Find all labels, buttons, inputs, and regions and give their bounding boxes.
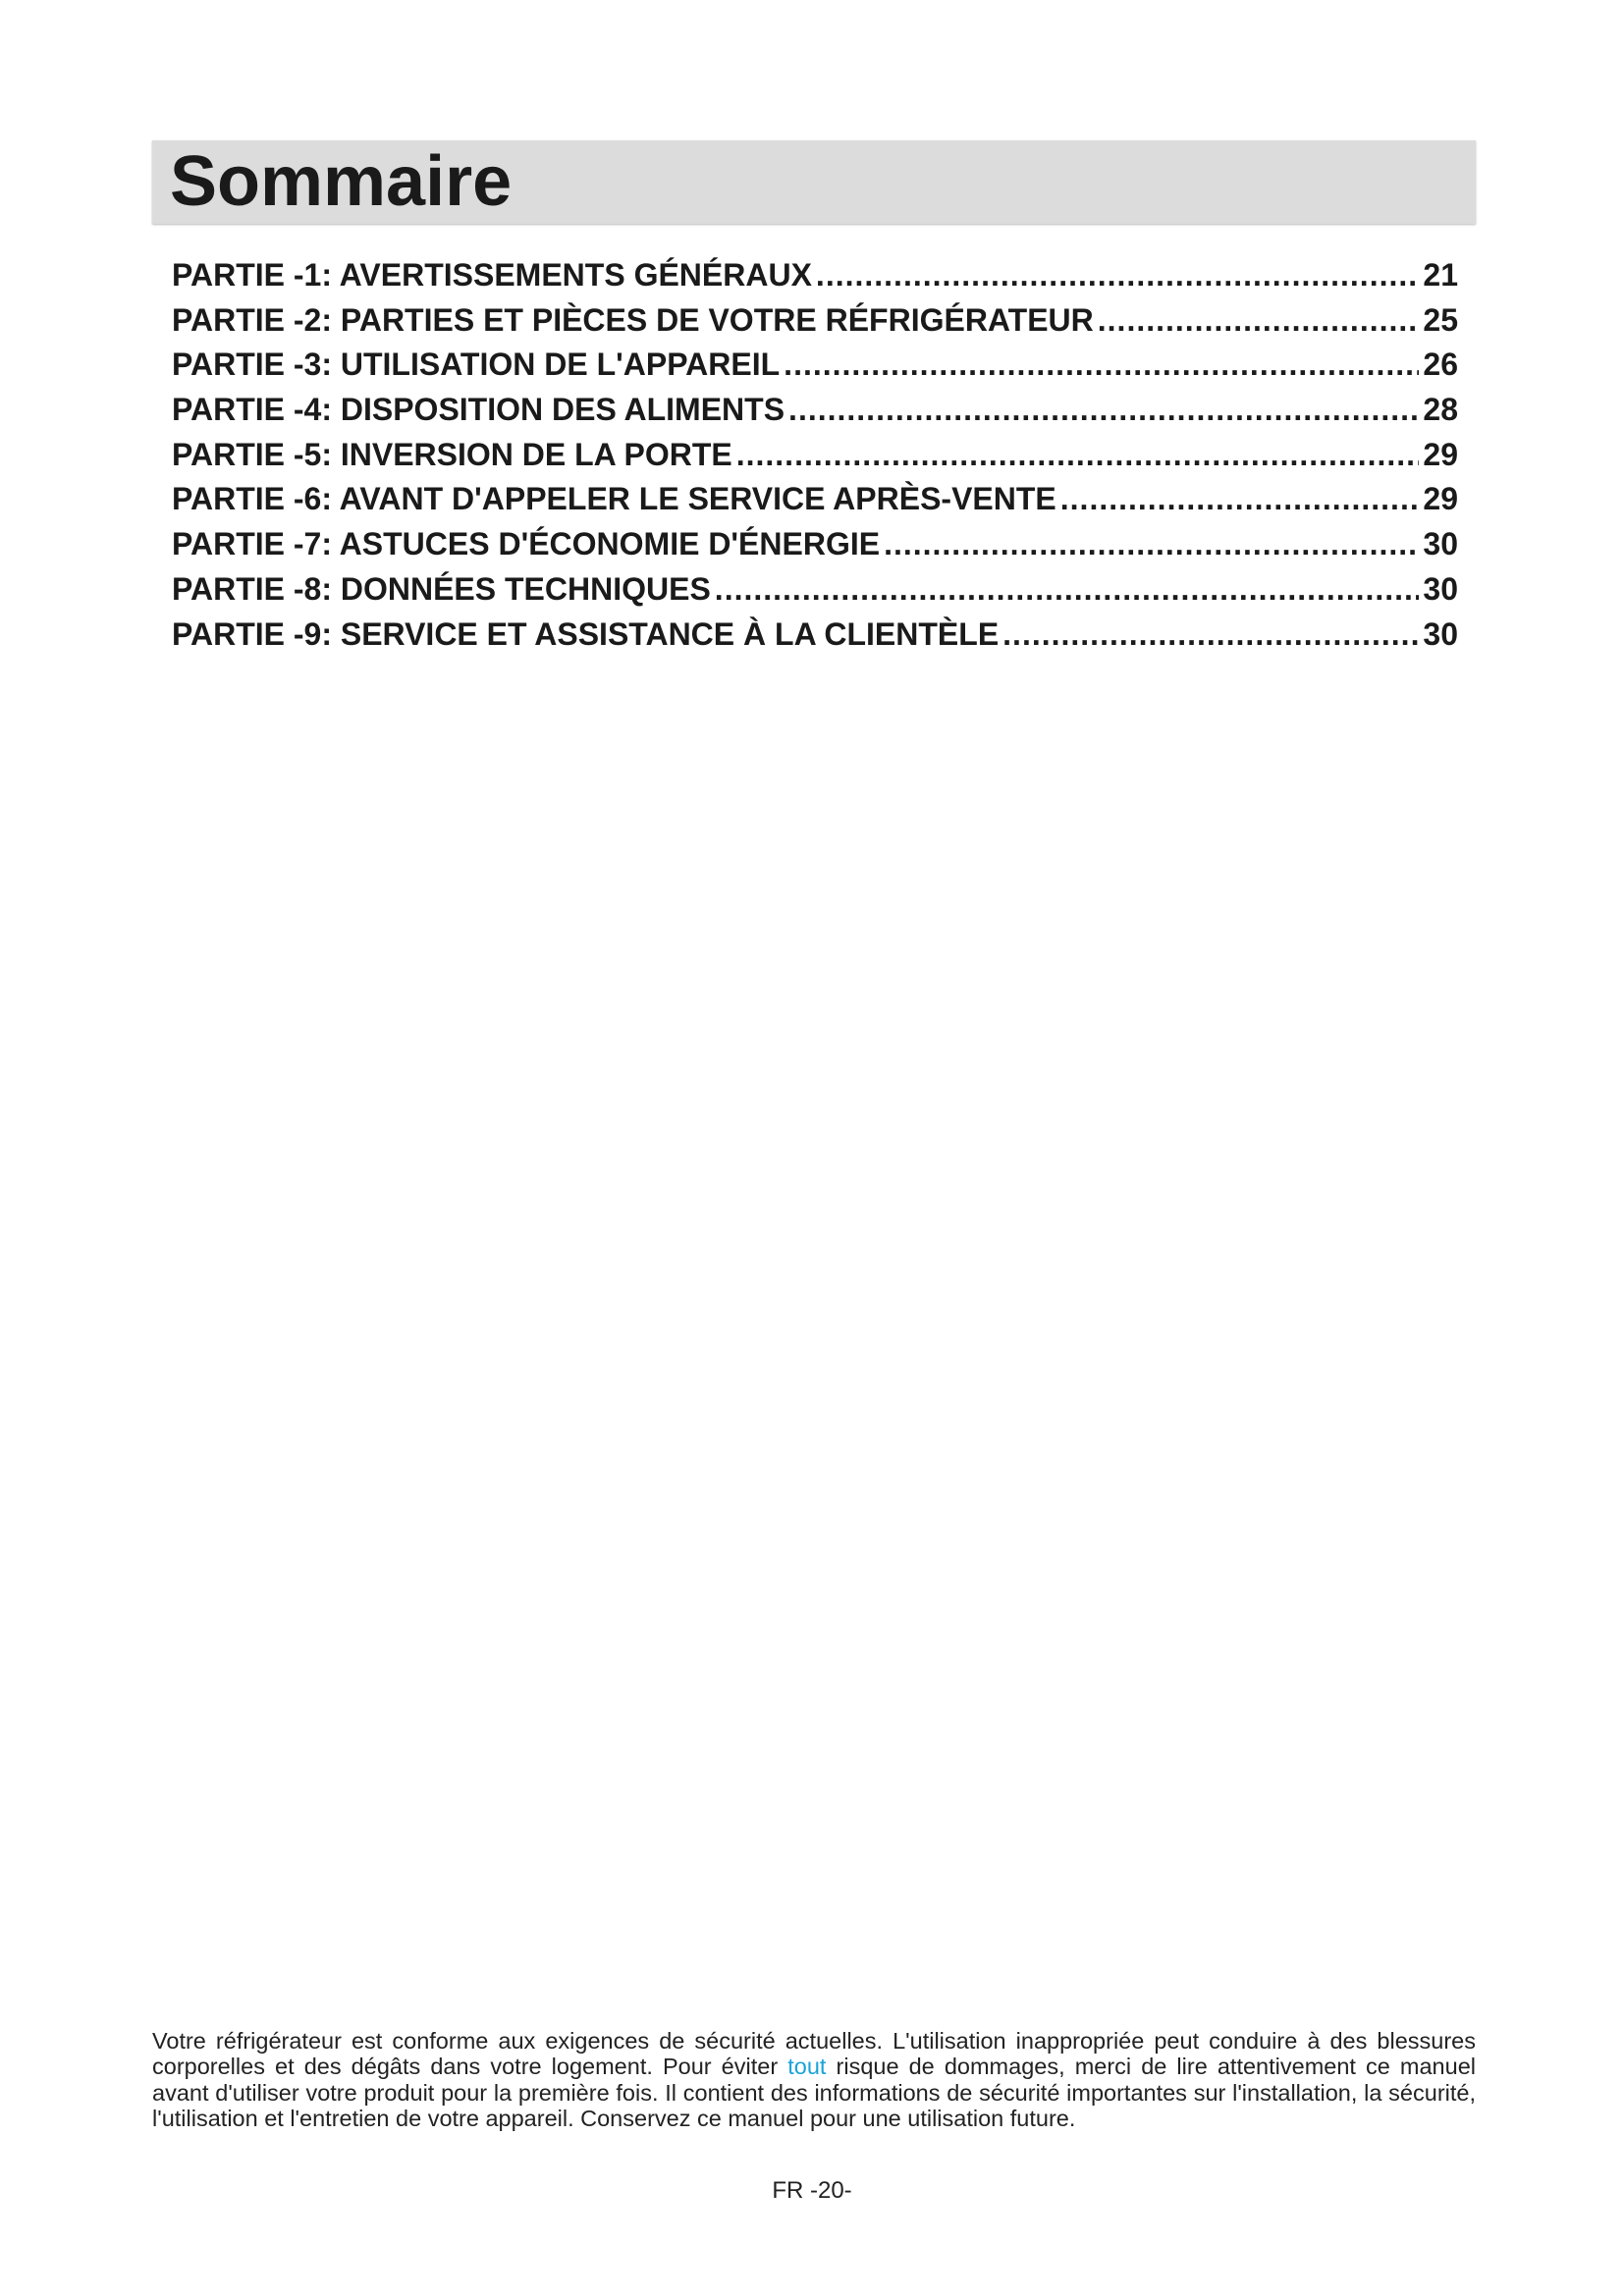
dot-leader <box>788 388 1419 433</box>
page-title: Sommaire <box>170 142 513 221</box>
toc-label: PARTIE -7: ASTUCES D'ÉCONOMIE D'ÉNERGIE <box>172 526 881 562</box>
intro-text: Votre réfrigérateur est conforme aux exi… <box>152 2027 1476 2080</box>
toc-entry[interactable]: PARTIE -5: INVERSION DE LA PORTE 29 <box>172 433 1458 478</box>
dot-leader <box>784 343 1419 388</box>
toc-page: 21 <box>1423 257 1458 293</box>
toc-page: 26 <box>1423 347 1458 383</box>
intro-link[interactable]: tout <box>787 2054 827 2079</box>
toc-page: 29 <box>1423 481 1458 517</box>
toc-label: PARTIE -9: SERVICE ET ASSISTANCE À LA CL… <box>172 615 1000 652</box>
toc-page: 28 <box>1423 392 1458 428</box>
toc-label: PARTIE -5: INVERSION DE LA PORTE <box>172 436 732 472</box>
toc-entry[interactable]: PARTIE -2: PARTIES ET PIÈCES DE VOTRE RÉ… <box>172 298 1458 344</box>
page-number: FR -20- <box>772 2177 852 2204</box>
toc-page: 30 <box>1423 615 1458 652</box>
dot-leader <box>1098 298 1420 344</box>
dot-leader <box>816 253 1419 298</box>
toc-page: 29 <box>1423 436 1458 472</box>
dot-leader <box>884 522 1419 567</box>
toc-page: 30 <box>1423 570 1458 607</box>
intro-text: risque de dommages, merci de lire attent… <box>152 2054 1476 2131</box>
title-banner: Sommaire <box>152 140 1476 224</box>
intro-paragraph: Votre réfrigérateur est conforme aux exi… <box>152 2028 1476 2132</box>
dot-leader <box>1060 477 1420 522</box>
toc-entry[interactable]: PARTIE -7: ASTUCES D'ÉCONOMIE D'ÉNERGIE 3… <box>172 522 1458 567</box>
toc-entry[interactable]: PARTIE -1: AVERTISSEMENTS GÉNÉRAUX 21 <box>172 253 1458 298</box>
toc-label: PARTIE -1: AVERTISSEMENTS GÉNÉRAUX <box>172 257 812 293</box>
toc-label: PARTIE -8: DONNÉES TECHNIQUES <box>172 570 711 607</box>
toc-entry[interactable]: PARTIE -6: AVANT D'APPELER LE SERVICE AP… <box>172 477 1458 522</box>
toc-entry[interactable]: PARTIE -3: UTILISATION DE L'APPAREIL 26 <box>172 343 1458 388</box>
toc-entry[interactable]: PARTIE -4: DISPOSITION DES ALIMENTS 28 <box>172 388 1458 433</box>
dot-leader <box>736 433 1420 478</box>
toc-page: 25 <box>1423 301 1458 338</box>
toc-label: PARTIE -6: AVANT D'APPELER LE SERVICE AP… <box>172 481 1056 517</box>
toc-label: PARTIE -4: DISPOSITION DES ALIMENTS <box>172 392 785 428</box>
dot-leader <box>715 567 1420 613</box>
toc-label: PARTIE -2: PARTIES ET PIÈCES DE VOTRE RÉ… <box>172 301 1094 338</box>
toc-page: 30 <box>1423 526 1458 562</box>
dot-leader <box>1002 613 1419 658</box>
table-of-contents: PARTIE -1: AVERTISSEMENTS GÉNÉRAUX 21 PAR… <box>172 253 1458 657</box>
toc-label: PARTIE -3: UTILISATION DE L'APPAREIL <box>172 347 781 383</box>
toc-entry[interactable]: PARTIE -8: DONNÉES TECHNIQUES 30 <box>172 567 1458 613</box>
toc-entry[interactable]: PARTIE -9: SERVICE ET ASSISTANCE À LA CL… <box>172 613 1458 658</box>
